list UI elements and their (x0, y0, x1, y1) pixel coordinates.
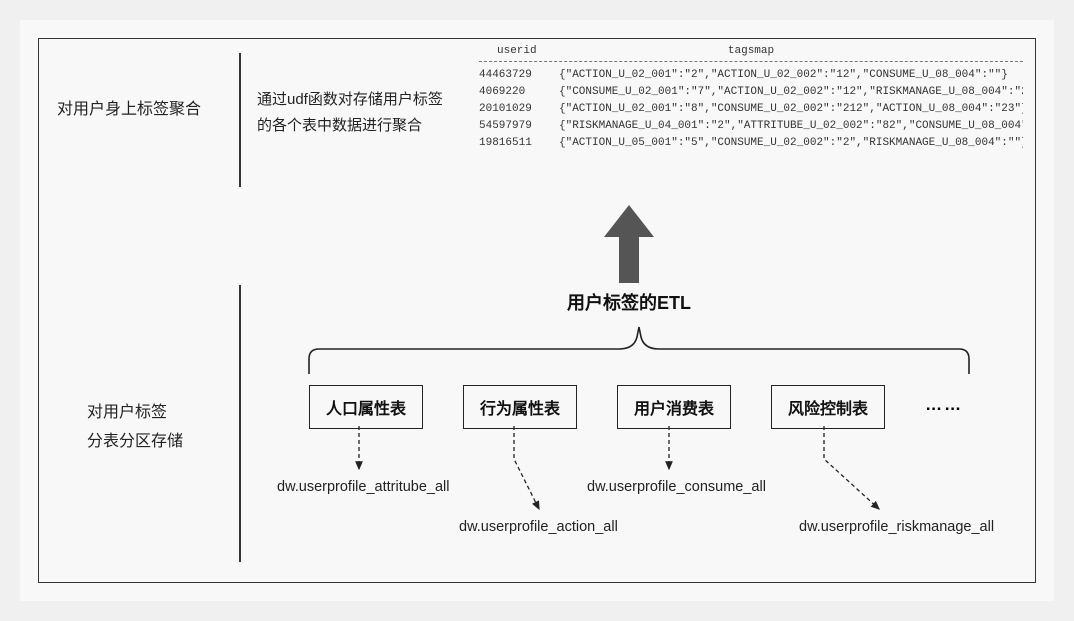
table-name-riskmanage: dw.userprofile_riskmanage_all (799, 519, 994, 535)
ellipsis: …… (925, 385, 963, 415)
top-divider (239, 53, 241, 187)
tag-table-box-consume: 用户消费表 (617, 385, 731, 429)
bottom-label-line2: 分表分区存储 (87, 433, 183, 450)
table-name-consume: dw.userprofile_consume_all (587, 479, 766, 495)
header-userid: userid (479, 45, 559, 57)
tag-table-box-riskmanage: 风险控制表 (771, 385, 885, 429)
cell-tagsmap: {"CONSUME_U_02_001":"7","ACTION_U_02_002… (559, 84, 1023, 101)
tag-table-box-population: 人口属性表 (309, 385, 423, 429)
bottom-divider (239, 285, 241, 562)
brace-icon (289, 319, 989, 379)
tag-table-col: 用户消费表 (617, 385, 731, 429)
tag-table-col: 行为属性表 (463, 385, 577, 429)
tag-table-col: 风险控制表 (771, 385, 885, 429)
cell-tagsmap: {"ACTION_U_02_001":"8","CONSUME_U_02_002… (559, 101, 1023, 118)
outer-border: 对用户身上标签聚合 通过udf函数对存储用户标签的各个表中数据进行聚合 user… (38, 38, 1036, 583)
table-row: 19816511 {"ACTION_U_05_001":"5","CONSUME… (479, 135, 1023, 152)
table-row: 20101029 {"ACTION_U_02_001":"8","CONSUME… (479, 101, 1023, 118)
header-tagsmap: tagsmap (559, 45, 1023, 57)
cell-userid: 44463729 (479, 67, 559, 84)
cell-userid: 19816511 (479, 135, 559, 152)
top-section-label: 对用户身上标签聚合 (57, 95, 201, 119)
tag-tables-row: 人口属性表 行为属性表 用户消费表 风险控制表 …… (309, 385, 1005, 429)
tag-table-col: 人口属性表 (309, 385, 423, 429)
cell-userid: 20101029 (479, 101, 559, 118)
table-header-row: userid tagsmap (479, 45, 1023, 61)
cell-tagsmap: {"RISKMANAGE_U_04_001":"2","ATTRITUBE_U_… (559, 118, 1023, 135)
tagsmap-table: userid tagsmap 44463729 {"ACTION_U_02_00… (479, 45, 1023, 152)
table-row: 4069220 {"CONSUME_U_02_001":"7","ACTION_… (479, 84, 1023, 101)
table-name-action: dw.userprofile_action_all (459, 519, 618, 535)
table-name-attritube: dw.userprofile_attritube_all (277, 479, 450, 495)
up-arrow-icon (599, 205, 659, 290)
aggregation-section: 对用户身上标签聚合 通过udf函数对存储用户标签的各个表中数据进行聚合 user… (39, 39, 1035, 199)
cell-tagsmap: {"ACTION_U_05_001":"5","CONSUME_U_02_002… (559, 135, 1023, 152)
bottom-label-line1: 对用户标签 (87, 404, 167, 421)
cell-tagsmap: {"ACTION_U_02_001":"2","ACTION_U_02_002"… (559, 67, 1023, 84)
header-dashline (479, 61, 1023, 62)
table-row: 54597979 {"RISKMANAGE_U_04_001":"2","ATT… (479, 118, 1023, 135)
cell-userid: 4069220 (479, 84, 559, 101)
etl-diagram: 对用户身上标签聚合 通过udf函数对存储用户标签的各个表中数据进行聚合 user… (20, 20, 1054, 601)
top-description: 通过udf函数对存储用户标签的各个表中数据进行聚合 (257, 87, 457, 138)
tag-table-box-action: 行为属性表 (463, 385, 577, 429)
storage-section: 对用户标签 分表分区存储 用户标签的ETL 人口属性表 行为属性表 (39, 199, 1035, 582)
table-row: 44463729 {"ACTION_U_02_001":"2","ACTION_… (479, 67, 1023, 84)
bottom-section-label: 对用户标签 分表分区存储 (87, 399, 227, 457)
cell-userid: 54597979 (479, 118, 559, 135)
etl-title: 用户标签的ETL (479, 289, 779, 315)
